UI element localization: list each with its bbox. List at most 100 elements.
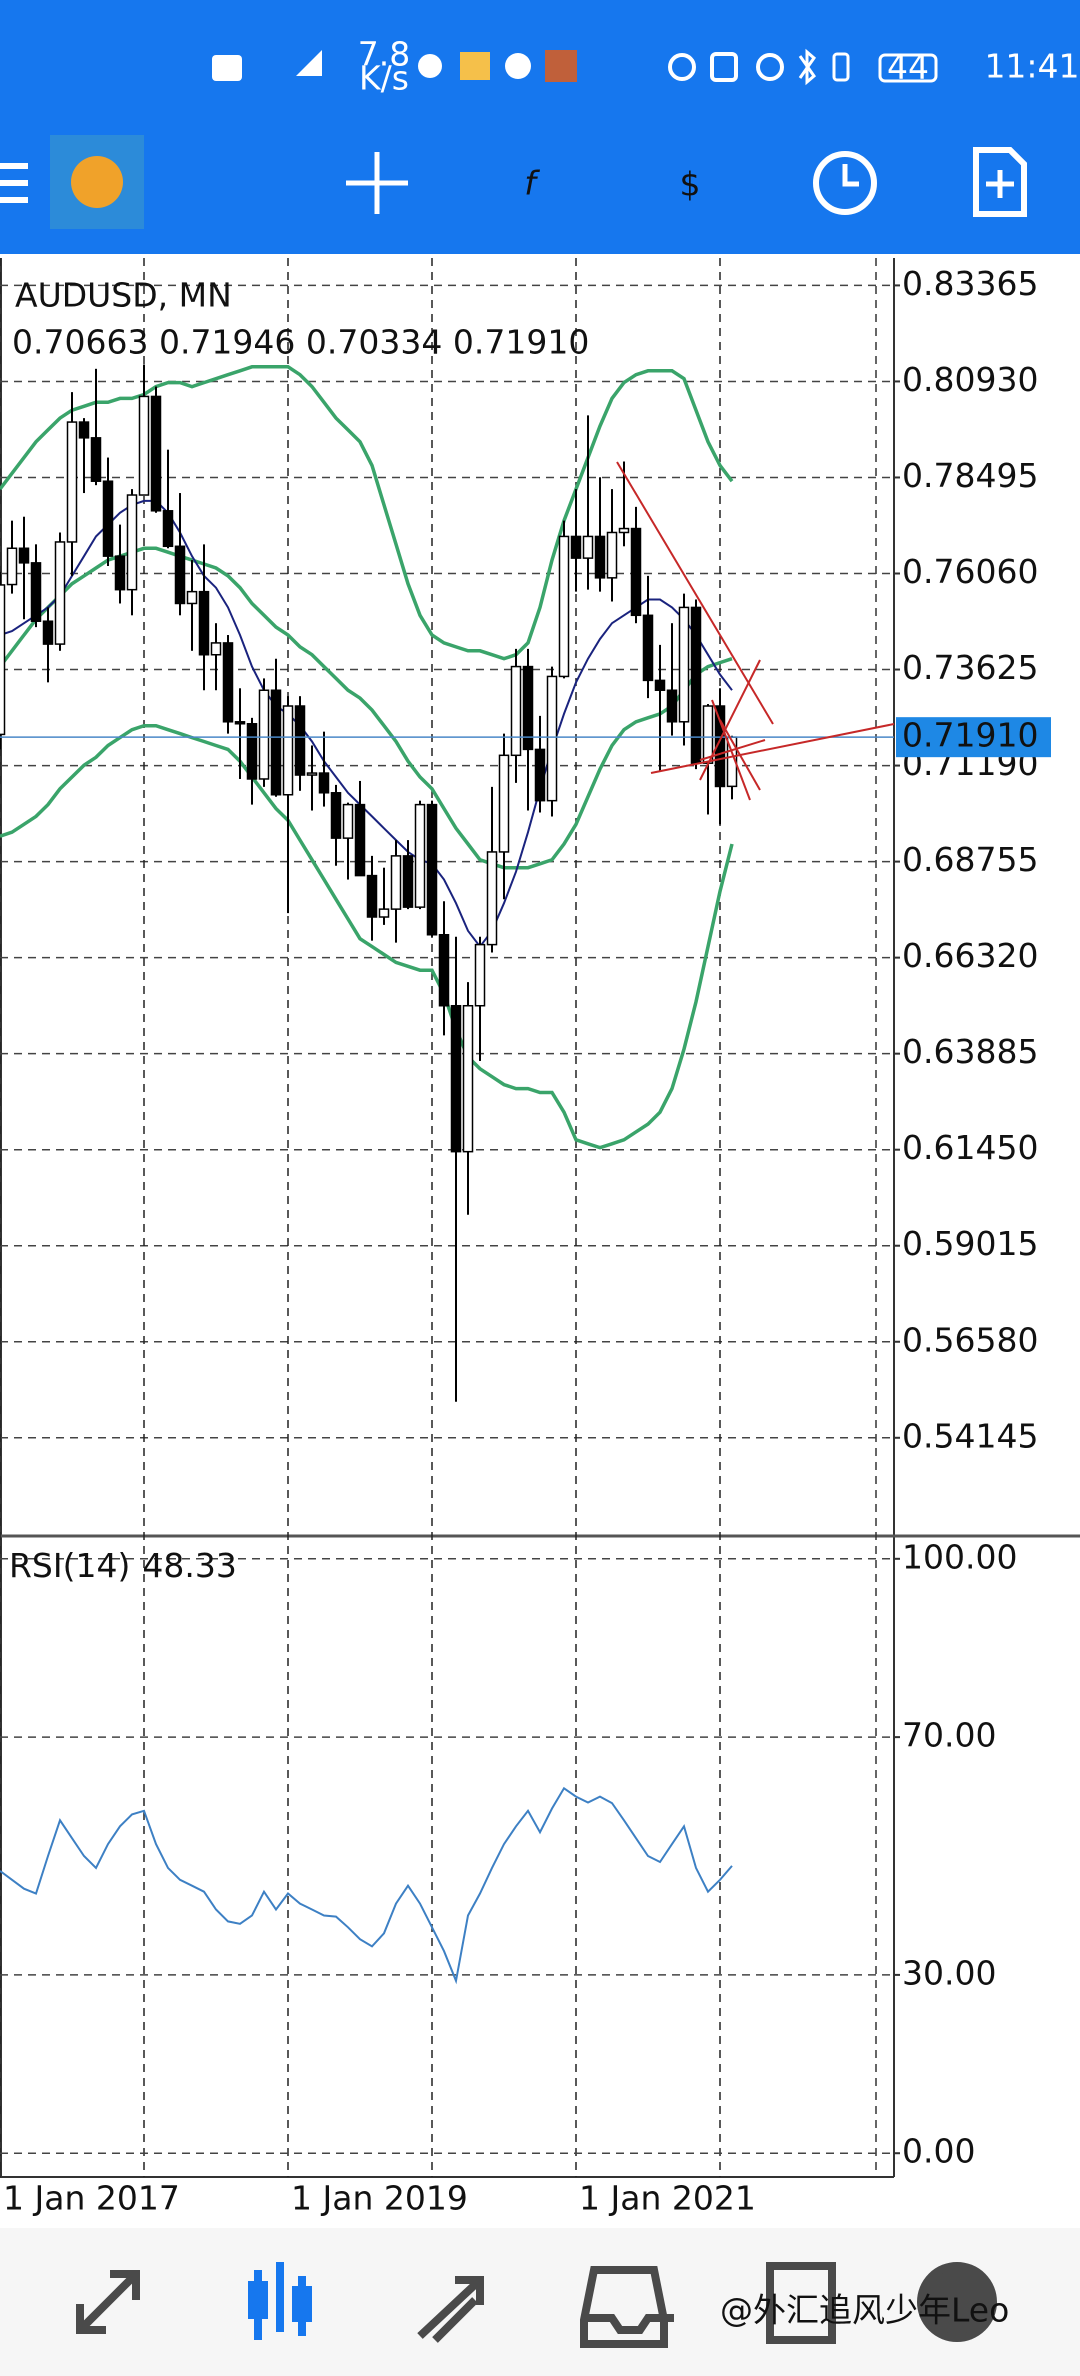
y-tick-label: 0.54145 (902, 1416, 1038, 1455)
candle-body (282, 705, 294, 796)
indicator-line (0, 723, 734, 1150)
rsi-value: 48.33 (142, 1546, 236, 1585)
candle-body (438, 934, 450, 1007)
candle-body (642, 614, 654, 682)
candle-body (546, 675, 558, 802)
period-button[interactable] (813, 151, 877, 215)
trendline (699, 739, 766, 761)
menu-button[interactable] (0, 163, 28, 203)
y-tick-label: 0.66320 (902, 936, 1038, 975)
candle-body (474, 943, 486, 1007)
app-icon (460, 52, 490, 80)
chart-tab[interactable] (248, 2262, 312, 2340)
y-tick-label: 0.61450 (902, 1128, 1038, 1167)
hd-icon (212, 55, 242, 81)
candle-body (162, 510, 174, 548)
candle-body (222, 642, 234, 723)
rsi-title: RSI(14) 48.33 (9, 1546, 237, 1585)
candle-body (294, 705, 306, 776)
x-tick-label: 1 Jan 2017 (3, 2179, 180, 2218)
status-bar: 7.8 K/s 44 11:41 (212, 35, 1080, 98)
candle-body (18, 547, 30, 564)
candle-body (486, 851, 498, 946)
ohlc-label: 0.70663 0.71946 0.70334 0.71910 (12, 323, 589, 362)
candle-body (198, 590, 210, 656)
candle-body (6, 547, 18, 586)
candle-body (606, 531, 618, 579)
news-tab[interactable] (766, 2262, 836, 2344)
y-tick-label: 0.80930 (902, 360, 1038, 399)
candle-body (498, 754, 510, 853)
settings-tab[interactable] (917, 2262, 997, 2342)
y-tick-label: 30.00 (902, 1953, 996, 1992)
candle-body (534, 748, 546, 802)
candle-body (126, 494, 138, 591)
candle-body (258, 689, 270, 780)
candle-body (402, 855, 414, 908)
candle-body (30, 562, 42, 622)
candle-body (510, 665, 522, 757)
game-icon (545, 50, 577, 82)
history-tab[interactable] (580, 2266, 674, 2348)
indicator-line (0, 499, 733, 949)
trendline (616, 461, 774, 725)
candle-body (450, 1004, 462, 1153)
new-order-button[interactable] (973, 147, 1027, 217)
y-tick-label: 0.63885 (902, 1032, 1038, 1071)
candle-body (66, 421, 78, 543)
symbol-title: AUDUSD, MN (15, 276, 232, 315)
trendline (699, 659, 761, 781)
app-icon (418, 54, 442, 78)
bottom-nav-icons (76, 2262, 997, 2348)
crosshair-button[interactable] (346, 152, 408, 214)
candle-body (366, 874, 378, 918)
trendline (719, 719, 761, 791)
candle-body (330, 792, 342, 839)
y-tick-label: 0.73625 (902, 648, 1038, 687)
candle-body (582, 535, 594, 559)
candle-body (150, 395, 162, 512)
candle-body (390, 855, 402, 910)
battery-icon (878, 53, 938, 83)
candle-body (90, 437, 102, 482)
current-price-box (896, 717, 1051, 758)
top-bar (0, 0, 1080, 254)
trendlines (616, 461, 895, 801)
bluetooth-icon (798, 48, 817, 86)
quotes-tab[interactable] (76, 2270, 140, 2334)
rsi-line (0, 1786, 733, 1985)
candle-body (306, 772, 318, 776)
candle-body (186, 590, 198, 605)
signal-icon (296, 50, 322, 76)
candle-body (666, 689, 678, 723)
candle-body (678, 606, 690, 723)
candle-body (318, 772, 330, 794)
candle-body (714, 705, 726, 788)
toolbar: f $ (0, 135, 1027, 229)
y-tick-label: 0.83365 (902, 264, 1038, 303)
net-speed: 7.8 (358, 35, 410, 74)
candle-body (246, 723, 258, 780)
x-tick-label: 1 Jan 2021 (579, 2179, 756, 2218)
trade-tab[interactable] (417, 2276, 484, 2343)
y-tick-label: 70.00 (902, 1716, 996, 1755)
trade-button[interactable]: $ (680, 165, 701, 204)
vibrate-icon (832, 52, 850, 82)
net-speed-unit: K/s (359, 59, 409, 98)
candle-body (690, 606, 702, 764)
y-tick-label: 0.59015 (902, 1224, 1038, 1263)
indicator-line (0, 365, 734, 661)
candle-body (102, 480, 114, 557)
eye-icon (668, 53, 696, 81)
app-logo-mark (71, 156, 123, 208)
rsi-name: RSI(14) (9, 1546, 130, 1585)
candle-body (210, 642, 222, 656)
candle-body (234, 721, 246, 725)
y-tick-label: 0.78495 (902, 456, 1038, 495)
candle-body (426, 803, 438, 936)
plot: 0.833650.809300.784950.760600.736250.711… (0, 258, 1051, 2218)
y-tick-label: 0.68755 (902, 840, 1038, 879)
candle-body (342, 803, 354, 839)
